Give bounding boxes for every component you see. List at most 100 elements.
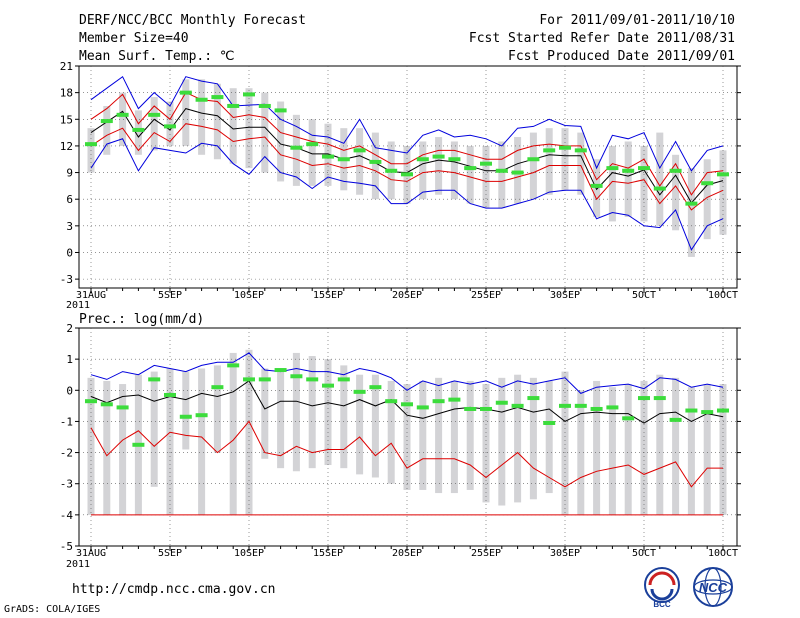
precipitation-spread-box (435, 377, 443, 494)
temperature-upper-spread-line (90, 91, 724, 196)
precipitation-xtick-label: 30SEP (550, 548, 580, 559)
precipitation-spread-box (229, 352, 237, 515)
temperature-observation-mark (559, 145, 571, 150)
precipitation-spread-box (166, 368, 174, 515)
temperature-observation-mark (290, 145, 303, 150)
temperature-spread-box (261, 92, 269, 173)
temperature-xtick-label: 20SEP (392, 290, 422, 301)
precipitation-observation-mark (432, 399, 445, 404)
precipitation-observation-mark (306, 377, 319, 382)
precipitation-spread-box (593, 380, 601, 515)
temperature-spread-box (119, 92, 127, 146)
chart-title: DERF/NCC/BCC Monthly Forecast (79, 13, 306, 28)
temperature-observation-mark (448, 157, 461, 162)
temperature-xtick-label: 25SEP (471, 290, 501, 301)
fcst-started-date: Fcst Started Refer Date 2011/08/31 (468, 31, 735, 46)
precipitation-spread-box (482, 384, 490, 503)
precipitation-observation-mark (464, 406, 477, 411)
temperature-observation-mark (306, 142, 319, 147)
temperature-ytick-label: 6 (66, 193, 73, 206)
precipitation-observation-mark (322, 383, 334, 388)
precipitation-observation-mark (195, 413, 208, 418)
precipitation-observation-mark (179, 414, 192, 419)
precipitation-observation-mark (574, 403, 587, 408)
precipitation-observation-mark (590, 406, 603, 411)
temperature-xtick-label: 10OCT (708, 290, 738, 301)
temperature-ensemble-min-line (90, 138, 724, 251)
temperature-xtick-label: 15SEP (313, 290, 343, 301)
precipitation-title: Prec.: log(mm/d) (79, 312, 204, 327)
precipitation-xtick-label: 20SEP (392, 548, 422, 559)
temperature-observation-mark (464, 166, 477, 171)
precipitation-observation-mark (717, 408, 729, 413)
precipitation-observation-mark (701, 410, 714, 415)
temperature-observation-mark (195, 97, 208, 102)
temperature-observation-mark (606, 166, 619, 171)
temperature-spread-box (482, 145, 490, 209)
precipitation-observation-mark (353, 389, 366, 394)
temperature-observation-mark (100, 119, 113, 124)
temperature-xtick-label: 5SEP (158, 290, 182, 301)
precipitation-observation-mark (606, 405, 619, 410)
precipitation-spread-box (150, 371, 158, 487)
temperature-observation-mark (85, 142, 97, 147)
temperature-spread-box (308, 119, 316, 186)
precipitation-spread-box (450, 380, 458, 494)
precipitation-spread-box (466, 380, 474, 490)
forecast-period: For 2011/09/01-2011/10/10 (539, 13, 735, 28)
temperature-observation-mark (337, 157, 350, 162)
precipitation-xtick-label: 5SEP (158, 548, 182, 559)
precipitation-observation-mark (100, 402, 113, 407)
precipitation-ytick-label: 1 (66, 353, 73, 366)
precipitation-observation-mark (559, 403, 571, 408)
precipitation-xtick-label: 10OCT (708, 548, 738, 559)
temperature-observation-mark (416, 157, 429, 162)
precipitation-observation-mark (416, 405, 429, 410)
temperature-spread-box (435, 137, 443, 195)
temperature-spread-box (640, 145, 648, 222)
temperature-lower-spread-line (90, 123, 724, 211)
temperature-observation-mark (495, 168, 508, 173)
fcst-produced-date: Fcst Produced Date 2011/09/01 (508, 49, 735, 64)
temperature-observation-mark (701, 181, 714, 186)
precipitation-ytick-label: -1 (60, 415, 73, 428)
precipitation-observation-mark (495, 400, 508, 405)
precipitation-observation-mark (164, 392, 176, 397)
temperature-spread-box (245, 88, 253, 169)
temperature-observation-mark (653, 186, 666, 191)
precipitation-observation-mark (290, 374, 303, 379)
member-size-label: Member Size=40 (79, 31, 189, 46)
precipitation-xtick-label: 25SEP (471, 548, 501, 559)
precipitation-xtick-label: 31AUG (76, 548, 106, 559)
temperature-observation-mark (432, 154, 445, 159)
source-url[interactable]: http://cmdp.ncc.cma.gov.cn (72, 582, 276, 597)
precipitation-observation-mark (211, 385, 224, 390)
temperature-spread-box (719, 150, 727, 235)
temperature-spread-box (656, 132, 664, 226)
temperature-spread-box (577, 132, 585, 195)
precipitation-spread-box (672, 377, 680, 515)
temperature-spread-box (545, 128, 553, 195)
temperature-ytick-label: 15 (60, 113, 73, 126)
precipitation-spread-box (277, 368, 285, 469)
precipitation-ytick-label: 2 (66, 322, 73, 335)
precipitation-observation-mark (369, 385, 382, 390)
precipitation-spread-box (687, 387, 695, 515)
precipitation-spread-box (308, 356, 316, 469)
precipitation-spread-box (119, 384, 127, 515)
temperature-observation-mark (258, 103, 271, 108)
temperature-observation-mark (638, 166, 650, 171)
temperature-spread-box (419, 141, 427, 200)
temperature-spread-box (103, 105, 111, 155)
temperature-spread-box (498, 141, 506, 209)
temperature-spread-box (198, 79, 206, 155)
temperature-panel: -3 0 3 6 9 12 15 18 21 31AUG 5SEP 10SEP 15SEP 20SEP 25… (60, 60, 741, 311)
precipitation-ensemble-mean-line (90, 380, 724, 424)
precipitation-observation-mark (480, 406, 492, 411)
temperature-spread-box (166, 101, 174, 146)
temperature-observation-mark (622, 168, 635, 173)
precipitation-spread-box (356, 374, 364, 475)
precipitation-spread-box (640, 380, 648, 515)
temperature-observation-mark (369, 159, 382, 164)
precipitation-spread-box (529, 377, 537, 500)
